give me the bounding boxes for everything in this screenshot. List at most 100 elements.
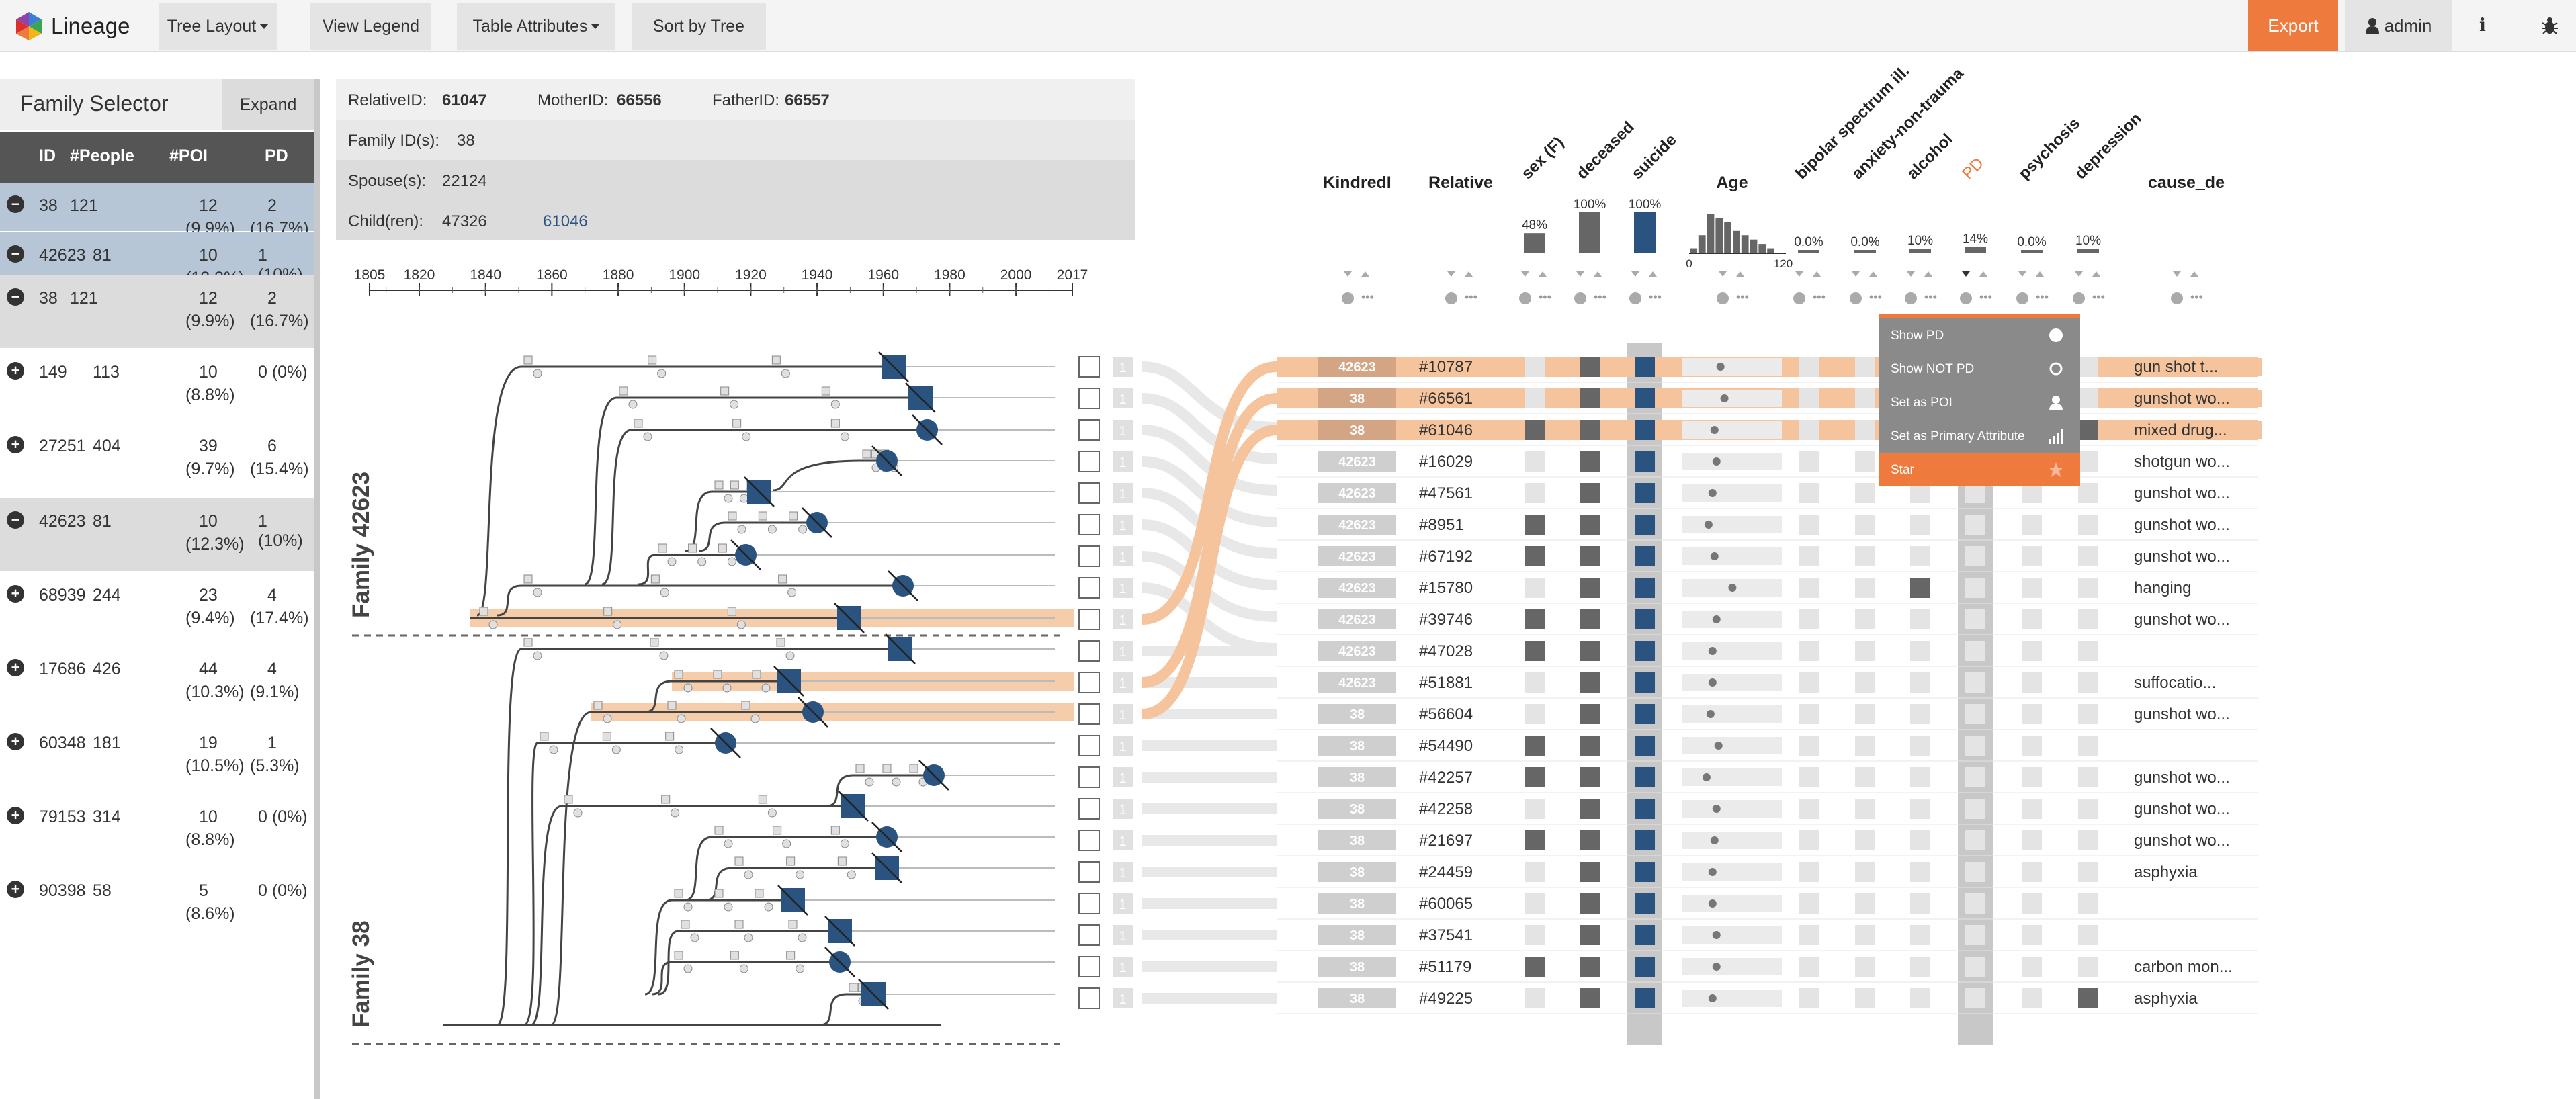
sort-desc-icon[interactable] <box>1795 271 1803 277</box>
relative-node[interactable] <box>849 983 858 992</box>
relative-node[interactable] <box>661 795 671 804</box>
relative-node[interactable] <box>755 889 764 898</box>
poi-female-node[interactable] <box>892 575 914 597</box>
relative-node[interactable] <box>688 543 697 553</box>
more-options-icon[interactable]: ••• <box>1924 290 1937 304</box>
relative-id[interactable]: #56604 <box>1419 705 1473 723</box>
relative-node[interactable] <box>871 449 880 459</box>
relative-id[interactable]: #15780 <box>1419 579 1473 597</box>
table-row[interactable] <box>1277 420 2258 440</box>
sort-desc-icon[interactable] <box>1852 271 1860 277</box>
remove-column-icon[interactable] <box>1519 292 1531 304</box>
remove-column-icon[interactable] <box>2073 292 2085 304</box>
relative-node[interactable] <box>830 826 840 835</box>
table-row[interactable] <box>1277 388 2258 408</box>
relative-node[interactable] <box>677 714 686 723</box>
relative-id[interactable]: #54490 <box>1419 737 1473 755</box>
relative-id[interactable]: #49225 <box>1419 990 1473 1008</box>
relative-node[interactable] <box>739 494 748 503</box>
sort-asc-icon[interactable] <box>1869 271 1877 277</box>
column-header-kindred[interactable]: KindredI <box>1323 173 1391 192</box>
more-options-icon[interactable]: ••• <box>1649 290 1662 304</box>
table-row[interactable] <box>1277 893 2258 914</box>
expand-toggle-icon[interactable]: + <box>7 733 24 750</box>
row-checkbox[interactable] <box>1078 672 1100 693</box>
sort-asc-icon[interactable] <box>1465 271 1473 277</box>
relative-node[interactable] <box>892 777 901 787</box>
relative-node[interactable] <box>767 525 777 534</box>
relative-node[interactable] <box>714 480 724 490</box>
sort-asc-icon[interactable] <box>1813 271 1821 277</box>
poi-male-node[interactable] <box>841 794 865 818</box>
relative-id[interactable]: #39746 <box>1419 611 1473 629</box>
relative-node[interactable] <box>871 463 881 472</box>
relative-node[interactable] <box>713 670 722 679</box>
relative-id[interactable]: #16029 <box>1419 453 1473 471</box>
relative-node[interactable] <box>918 777 928 787</box>
expand-button[interactable]: Expand <box>222 79 314 130</box>
relative-node[interactable] <box>909 764 918 773</box>
column-header-alcohol[interactable]: alcohol <box>1903 130 1956 183</box>
relative-node[interactable] <box>643 432 652 441</box>
expand-toggle-icon[interactable]: − <box>7 288 24 306</box>
poi-female-node[interactable] <box>923 764 945 786</box>
relative-node[interactable] <box>787 588 797 597</box>
table-row[interactable] <box>1277 988 2258 1008</box>
row-checkbox[interactable] <box>1078 893 1100 914</box>
more-options-icon[interactable]: ••• <box>1465 290 1477 304</box>
relative-node[interactable] <box>720 386 730 396</box>
row-checkbox[interactable] <box>1078 861 1100 883</box>
relative-node[interactable] <box>533 651 542 660</box>
relative-node[interactable] <box>697 557 707 566</box>
relative-id[interactable]: #10787 <box>1419 358 1473 376</box>
relative-id[interactable]: #47028 <box>1419 642 1473 660</box>
sort-asc-icon[interactable] <box>1361 271 1369 277</box>
relative-node[interactable] <box>674 670 683 679</box>
row-checkbox[interactable] <box>1078 545 1100 567</box>
row-checkbox[interactable] <box>1078 482 1100 504</box>
poi-male-node[interactable] <box>781 888 805 912</box>
remove-column-icon[interactable] <box>1960 292 1972 304</box>
column-header-psychosis[interactable]: psychosis <box>2015 114 2084 183</box>
relative-node[interactable] <box>681 920 690 929</box>
relative-node[interactable] <box>648 355 657 365</box>
relative-node[interactable] <box>785 651 795 660</box>
row-checkbox[interactable] <box>1078 577 1100 599</box>
sort-desc-icon[interactable] <box>1631 271 1639 277</box>
relative-node[interactable] <box>855 764 865 773</box>
relative-node[interactable] <box>741 701 750 710</box>
relative-node[interactable] <box>789 511 798 521</box>
menu-item-show-pd[interactable]: Show PD <box>1879 318 2080 352</box>
row-checkbox[interactable] <box>1078 609 1100 630</box>
relative-id[interactable]: #67192 <box>1419 547 1473 566</box>
expand-toggle-icon[interactable]: − <box>7 511 24 529</box>
row-checkbox[interactable] <box>1078 766 1100 788</box>
poi-male-node[interactable] <box>908 386 933 410</box>
row-checkbox[interactable] <box>1078 451 1100 472</box>
more-options-icon[interactable]: ••• <box>2092 290 2105 304</box>
sort-asc-icon[interactable] <box>1924 271 1932 277</box>
relative-node[interactable] <box>781 369 790 378</box>
column-header-depression[interactable]: depression <box>2071 109 2145 183</box>
relative-node[interactable] <box>657 369 667 378</box>
relative-node[interactable] <box>773 826 782 835</box>
remove-column-icon[interactable] <box>1850 292 1862 304</box>
relative-node[interactable] <box>796 964 805 973</box>
family-row[interactable]: +79153 314 10 (8.8%) 0 (0%) <box>0 794 314 868</box>
relative-node[interactable] <box>675 745 684 754</box>
table-row[interactable] <box>1277 515 2258 535</box>
relative-node[interactable] <box>837 856 847 866</box>
table-row[interactable] <box>1277 704 2258 724</box>
relative-node[interactable] <box>650 574 660 584</box>
poi-male-node[interactable] <box>861 982 886 1006</box>
family-row[interactable]: +60348 181 19 (10.5%) 1 (5.3%) <box>0 720 314 794</box>
remove-column-icon[interactable] <box>1717 292 1729 304</box>
expand-toggle-icon[interactable]: + <box>7 881 24 898</box>
relative-node[interactable] <box>867 996 876 1006</box>
column-header-pd[interactable]: PD <box>1959 155 1987 183</box>
relative-node[interactable] <box>728 511 737 521</box>
relative-node[interactable] <box>739 964 748 973</box>
relative-node[interactable] <box>840 839 849 848</box>
remove-column-icon[interactable] <box>1629 292 1641 304</box>
remove-column-icon[interactable] <box>2016 292 2028 304</box>
